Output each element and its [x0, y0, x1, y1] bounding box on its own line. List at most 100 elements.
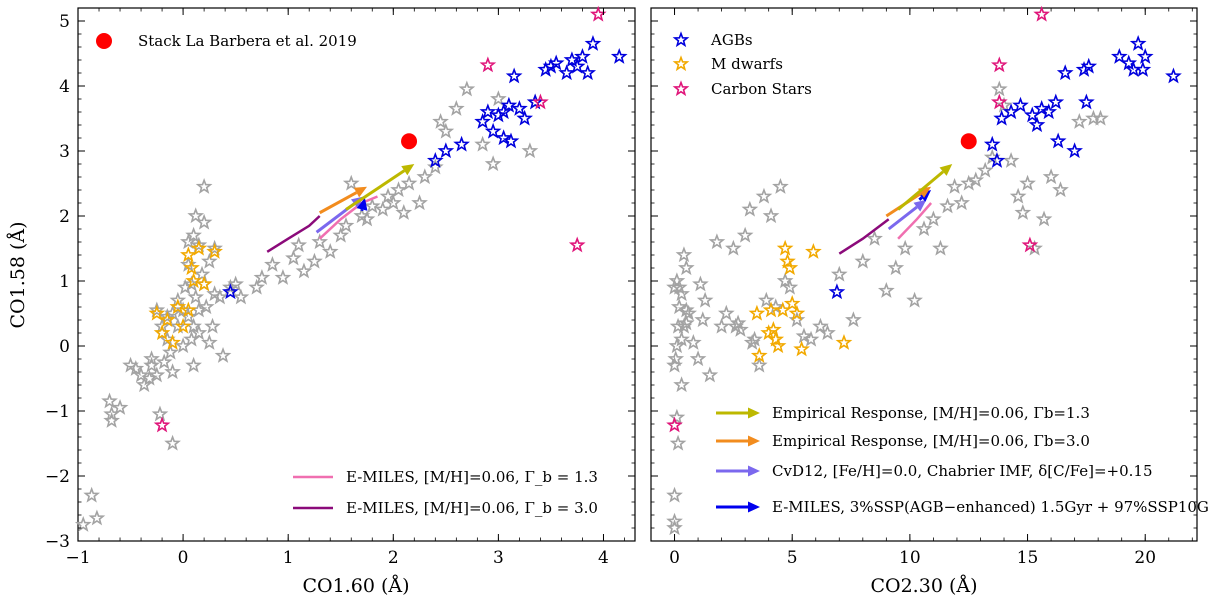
- agb-point: [582, 67, 594, 79]
- agb-point: [1167, 70, 1179, 82]
- gray-star-point: [890, 262, 902, 274]
- x-tick-label: 0: [178, 548, 189, 568]
- left-bottom-legend: E-MILES, [M/H]=0.06, Γ_b = 1.3 E-MILES, …: [293, 468, 598, 517]
- gray-star-point: [196, 268, 208, 280]
- agb-point: [508, 70, 520, 82]
- gray-star-point: [203, 255, 215, 267]
- agb-point: [1050, 96, 1062, 108]
- y-tick-label: 4: [59, 77, 70, 97]
- legend-carbon-label: Carbon Stars: [711, 80, 812, 98]
- agb-point: [991, 154, 1003, 166]
- y-tick-label: −1: [45, 402, 70, 422]
- gray-star-point: [398, 206, 410, 218]
- gray-star-point: [675, 379, 687, 391]
- x-tick-label: 10: [899, 548, 921, 568]
- gray-star-point: [198, 180, 210, 192]
- agb-point: [1052, 135, 1064, 147]
- gray-star-point: [715, 320, 727, 332]
- gray-star-point: [190, 291, 202, 303]
- agb-point: [1137, 63, 1149, 75]
- gray-star-point: [298, 265, 310, 277]
- x-tick-label: 4: [598, 548, 609, 568]
- gray-star-point: [193, 327, 205, 339]
- gray-star-point: [154, 408, 166, 420]
- gray-star-point: [182, 236, 194, 248]
- m-dwarf-point: [182, 249, 194, 261]
- gray-star-point: [187, 359, 199, 371]
- gray-star-point: [206, 320, 218, 332]
- gray-star-point: [1073, 115, 1085, 127]
- gray-star-point: [403, 177, 415, 189]
- gray-star-point: [857, 255, 869, 267]
- agb-point: [561, 67, 573, 79]
- legend-cvd-arrow: [716, 466, 760, 477]
- gray-star-point: [287, 252, 299, 264]
- gray-star-point: [672, 437, 684, 449]
- agb-point: [518, 112, 530, 124]
- x-tick-label: 20: [1134, 548, 1156, 568]
- gray-star-point: [704, 369, 716, 381]
- gray-star-point: [744, 203, 756, 215]
- legend-agb-marker: [675, 34, 687, 46]
- gray-star-point: [450, 102, 462, 114]
- legend-emiles-ssp-label: E-MILES, 3%SSP(AGB−enhanced) 1.5Gyr + 97…: [772, 498, 1208, 516]
- stack-point: [401, 133, 417, 149]
- gray-star-point: [765, 210, 777, 222]
- gray-star-point: [214, 291, 226, 303]
- carbon-star-point: [668, 419, 680, 431]
- x-tick-label: 2: [388, 548, 399, 568]
- m-dwarf-point: [753, 349, 765, 361]
- agb-point: [613, 50, 625, 62]
- gray-star-point: [1054, 184, 1066, 196]
- gray-star-point: [692, 353, 704, 365]
- x-tick-label: 1: [283, 548, 294, 568]
- gray-star-point: [670, 353, 682, 365]
- gray-star-point: [91, 512, 103, 524]
- gray-star-point: [1045, 171, 1057, 183]
- gray-star-point: [668, 489, 680, 501]
- gray-star-point: [361, 213, 373, 225]
- legend-agb-label: AGBs: [710, 31, 753, 49]
- gray-star-point: [419, 171, 431, 183]
- gray-star-point: [671, 411, 683, 423]
- legend-agb-star: [675, 34, 687, 46]
- gray-star-point: [203, 336, 215, 348]
- gray-star-point: [687, 336, 699, 348]
- agb-point: [440, 145, 452, 157]
- gray-star-point: [934, 242, 946, 254]
- gray-star-point: [487, 158, 499, 170]
- gray-star-point: [758, 190, 770, 202]
- agb-point: [995, 112, 1007, 124]
- gray-star-point: [833, 268, 845, 280]
- gray-star-point: [918, 223, 930, 235]
- gray-star-point: [675, 333, 687, 345]
- gray-star-point: [166, 437, 178, 449]
- gray-star-point: [103, 395, 115, 407]
- m-dwarf-point: [751, 307, 763, 319]
- gray-star-point: [908, 294, 920, 306]
- legend-carbon-star: [675, 83, 687, 95]
- y-tick-label: 5: [59, 12, 70, 32]
- y-tick-label: 3: [59, 142, 70, 162]
- m-dwarf-point: [838, 336, 850, 348]
- gray-star-point: [345, 177, 357, 189]
- gray-star-point: [277, 271, 289, 283]
- y-tick-label: −3: [45, 532, 70, 552]
- y-tick-label: 0: [59, 337, 70, 357]
- gray-star-point: [114, 401, 126, 413]
- gray-star-point: [680, 262, 692, 274]
- gray-star-point: [158, 356, 170, 368]
- gray-star-point: [814, 320, 826, 332]
- carbon-star-point: [482, 59, 494, 71]
- legend-stack-label: Stack La Barbera et al. 2019: [138, 32, 357, 50]
- left-plot-frame: [78, 8, 635, 541]
- gray-star-point: [1038, 213, 1050, 225]
- m-dwarf-point: [807, 245, 819, 257]
- gray-star-point: [899, 242, 911, 254]
- gray-star-point: [720, 307, 732, 319]
- gray-star-point: [774, 180, 786, 192]
- y-tick-label: 1: [59, 272, 70, 292]
